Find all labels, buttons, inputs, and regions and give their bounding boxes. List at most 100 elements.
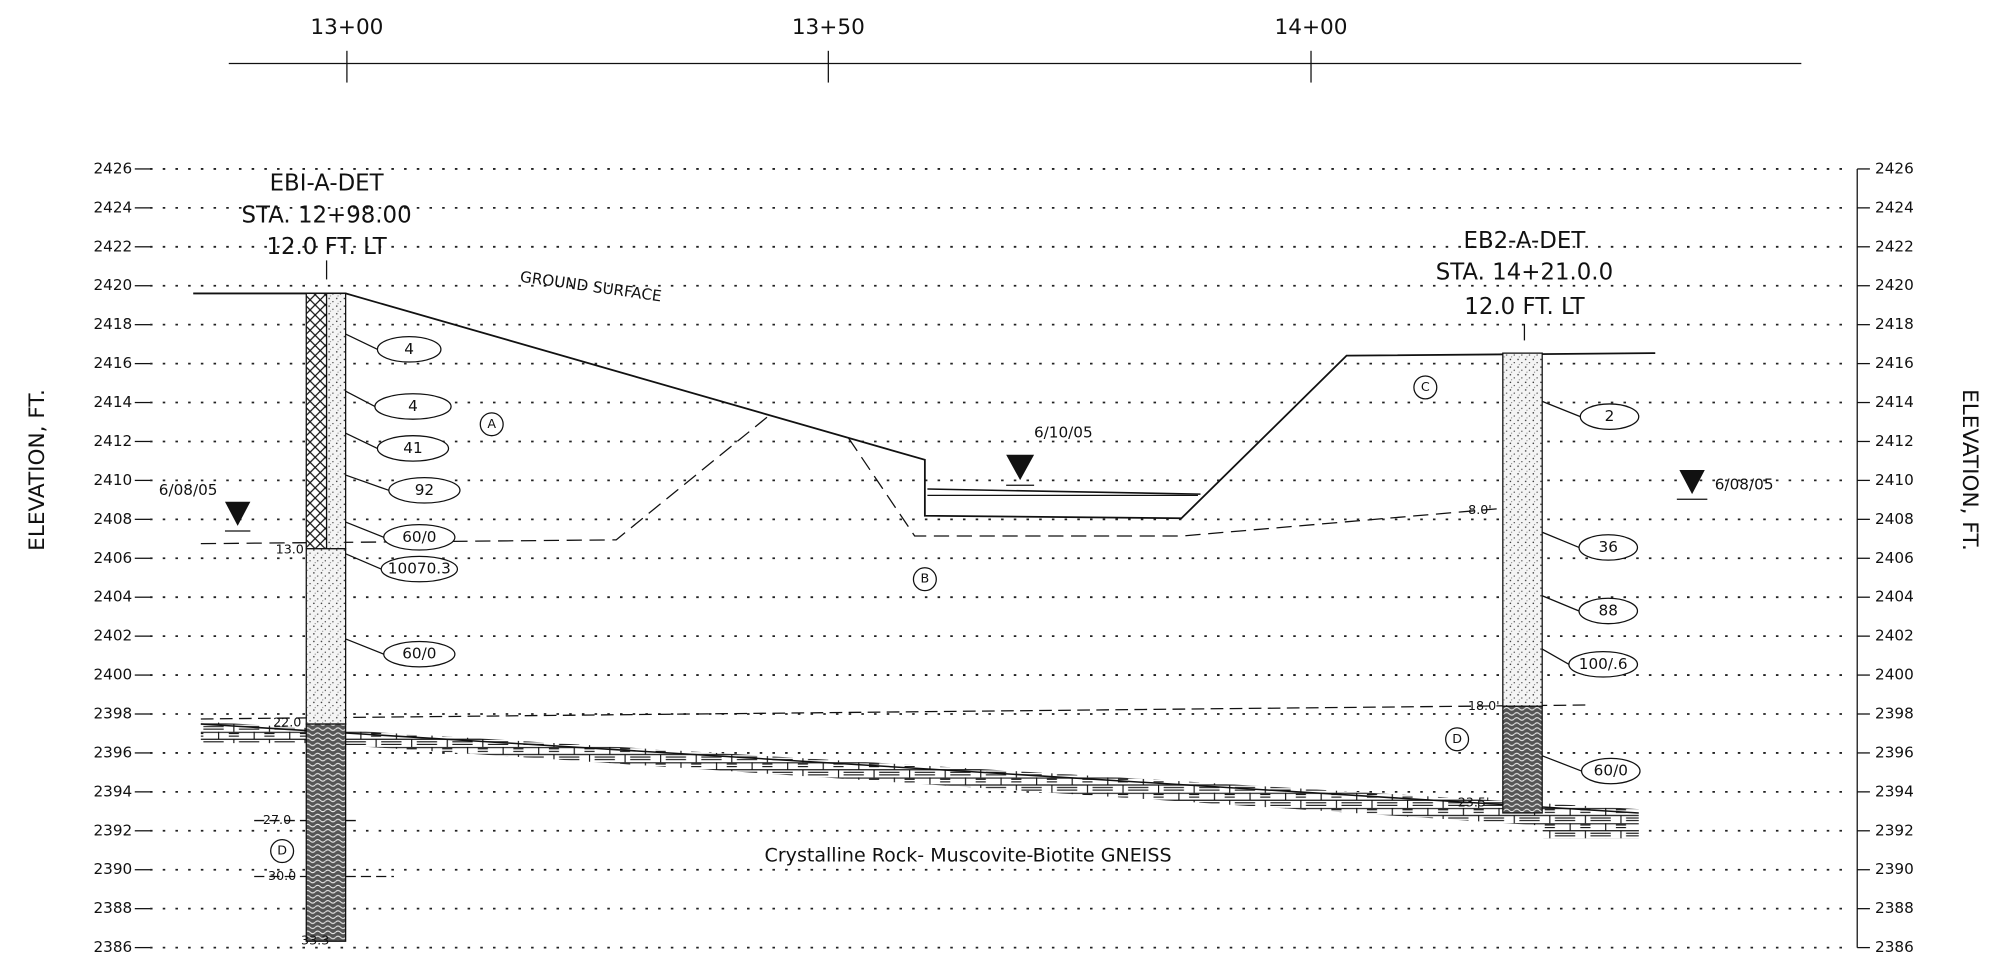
depth-label: 18.0' bbox=[1468, 698, 1500, 713]
axis-label: ELEVATION, FT. bbox=[1957, 389, 1982, 551]
y-tick-label: 2396 bbox=[93, 743, 132, 761]
zone-boundary bbox=[849, 438, 1506, 536]
leader bbox=[346, 554, 382, 569]
blow-count: 4 bbox=[408, 397, 418, 415]
blow-count: 88 bbox=[1599, 601, 1618, 619]
axis-label: ELEVATION, FT. bbox=[25, 389, 50, 551]
y-tick-label: 2420 bbox=[93, 276, 132, 294]
y-tick-label: 2400 bbox=[1875, 666, 1914, 684]
y-tick-label: 2404 bbox=[93, 588, 132, 606]
y-tick-label: 2426 bbox=[93, 159, 132, 177]
water-date: 6/08/05 bbox=[1715, 476, 1774, 494]
boring-column bbox=[306, 293, 326, 548]
depth-label: 27.0 bbox=[263, 812, 291, 827]
y-tick-label: 2420 bbox=[1875, 276, 1914, 294]
leader bbox=[346, 433, 378, 448]
station-group: 13+00 13+50 14+00 bbox=[310, 15, 1347, 83]
depth-label: 33.3 bbox=[301, 933, 329, 948]
y-tick-label: 2418 bbox=[93, 315, 132, 333]
rock-layer bbox=[201, 721, 1639, 838]
boring-station: STA. 14+21.0.0 bbox=[1436, 260, 1613, 286]
y-tick-label: 2402 bbox=[93, 627, 132, 645]
y-tick-label: 2386 bbox=[93, 938, 132, 956]
water-date: 6/08/05 bbox=[159, 481, 218, 499]
water-symbol bbox=[1006, 455, 1034, 480]
y-tick-label: 2396 bbox=[1875, 743, 1914, 761]
leader bbox=[346, 522, 384, 537]
depth-label: 23.5' bbox=[1458, 794, 1490, 809]
blow-count: 41 bbox=[403, 439, 422, 457]
depth-label: 8.0' bbox=[1468, 502, 1492, 517]
y-tick-label: 2414 bbox=[93, 393, 132, 411]
zone-label: D bbox=[277, 843, 287, 858]
blow-count: 60/0 bbox=[1594, 762, 1628, 780]
y-tick-label: 2390 bbox=[93, 860, 132, 878]
leader bbox=[1542, 532, 1579, 547]
rock-line bbox=[201, 724, 1639, 813]
y-tick-label: 2408 bbox=[93, 510, 132, 528]
station-label: 13+50 bbox=[792, 15, 865, 40]
blow-count: 92 bbox=[415, 481, 434, 499]
leader bbox=[1542, 401, 1580, 416]
y-tick-label: 2410 bbox=[1875, 471, 1914, 489]
y-tick-label: 2406 bbox=[93, 549, 132, 567]
station-label: 13+00 bbox=[310, 15, 383, 40]
y-tick-label: 2388 bbox=[93, 899, 132, 917]
boring-column bbox=[327, 293, 346, 548]
y-tick-label: 2422 bbox=[1875, 237, 1914, 255]
y-tick-label: 2414 bbox=[1875, 393, 1914, 411]
y-tick-label: 2400 bbox=[93, 666, 132, 684]
blow-count: 4 bbox=[404, 340, 414, 358]
zone-label: D bbox=[1452, 731, 1462, 746]
leader bbox=[1542, 649, 1569, 664]
zone-boundary bbox=[201, 705, 1591, 719]
boring-offset: 12.0 FT. LT bbox=[266, 234, 387, 260]
y-tick-label: 2418 bbox=[1875, 315, 1914, 333]
boring-station: STA. 12+98.00 bbox=[242, 202, 412, 228]
y-tick-label: 2412 bbox=[1875, 432, 1914, 450]
y-tick-label: 2412 bbox=[93, 432, 132, 450]
pond-date: 6/10/05 bbox=[1034, 424, 1093, 442]
y-tick-label: 2424 bbox=[93, 198, 132, 216]
blow-count: 60/0 bbox=[402, 645, 436, 663]
leader bbox=[346, 639, 384, 654]
y-tick-label: 2422 bbox=[93, 237, 132, 255]
leader bbox=[346, 475, 389, 490]
zone-label: A bbox=[487, 416, 496, 431]
y-tick-label: 2424 bbox=[1875, 198, 1914, 216]
boring-column bbox=[306, 549, 345, 724]
pond-water bbox=[927, 489, 1200, 494]
y-tick-label: 2386 bbox=[1875, 938, 1914, 956]
depth-label: 22.0 bbox=[273, 714, 301, 729]
depth-label: 30.0 bbox=[268, 868, 296, 883]
zone-label: B bbox=[921, 571, 930, 586]
blow-count: 100/.6 bbox=[1579, 655, 1628, 673]
y-tick-label: 2392 bbox=[93, 821, 132, 839]
water-symbol bbox=[225, 502, 250, 526]
boring-column bbox=[1503, 353, 1542, 706]
blow-count: 60/0 bbox=[402, 528, 436, 546]
boring-name: EB2-A-DET bbox=[1464, 228, 1587, 254]
leader bbox=[346, 334, 378, 349]
leader bbox=[1542, 756, 1581, 771]
y-tick-label: 2388 bbox=[1875, 899, 1914, 917]
y-tick-label: 2398 bbox=[93, 704, 132, 722]
y-tick-label: 2402 bbox=[1875, 627, 1914, 645]
y-tick-label: 2426 bbox=[1875, 159, 1914, 177]
ground-label: GROUND SURFACE bbox=[519, 268, 663, 306]
depth-label: 13.0 bbox=[276, 542, 304, 557]
y-tick-label: 2392 bbox=[1875, 821, 1914, 839]
blow-count: 36 bbox=[1599, 538, 1618, 556]
blow-count: 2 bbox=[1605, 407, 1615, 425]
cross-section: 13+0013+5014+00 238623862388238823902390… bbox=[0, 0, 1992, 973]
leader bbox=[346, 391, 375, 406]
y-tick-label: 2410 bbox=[93, 471, 132, 489]
water-symbol bbox=[1679, 470, 1704, 494]
y-tick-label: 2408 bbox=[1875, 510, 1914, 528]
y-tick-label: 2404 bbox=[1875, 588, 1914, 606]
y-tick-label: 2406 bbox=[1875, 549, 1914, 567]
y-tick-label: 2416 bbox=[93, 354, 132, 372]
page: {"stations": ["13+00", "13+50", "14+00"]… bbox=[0, 0, 1992, 973]
station-label: 14+00 bbox=[1275, 15, 1348, 40]
